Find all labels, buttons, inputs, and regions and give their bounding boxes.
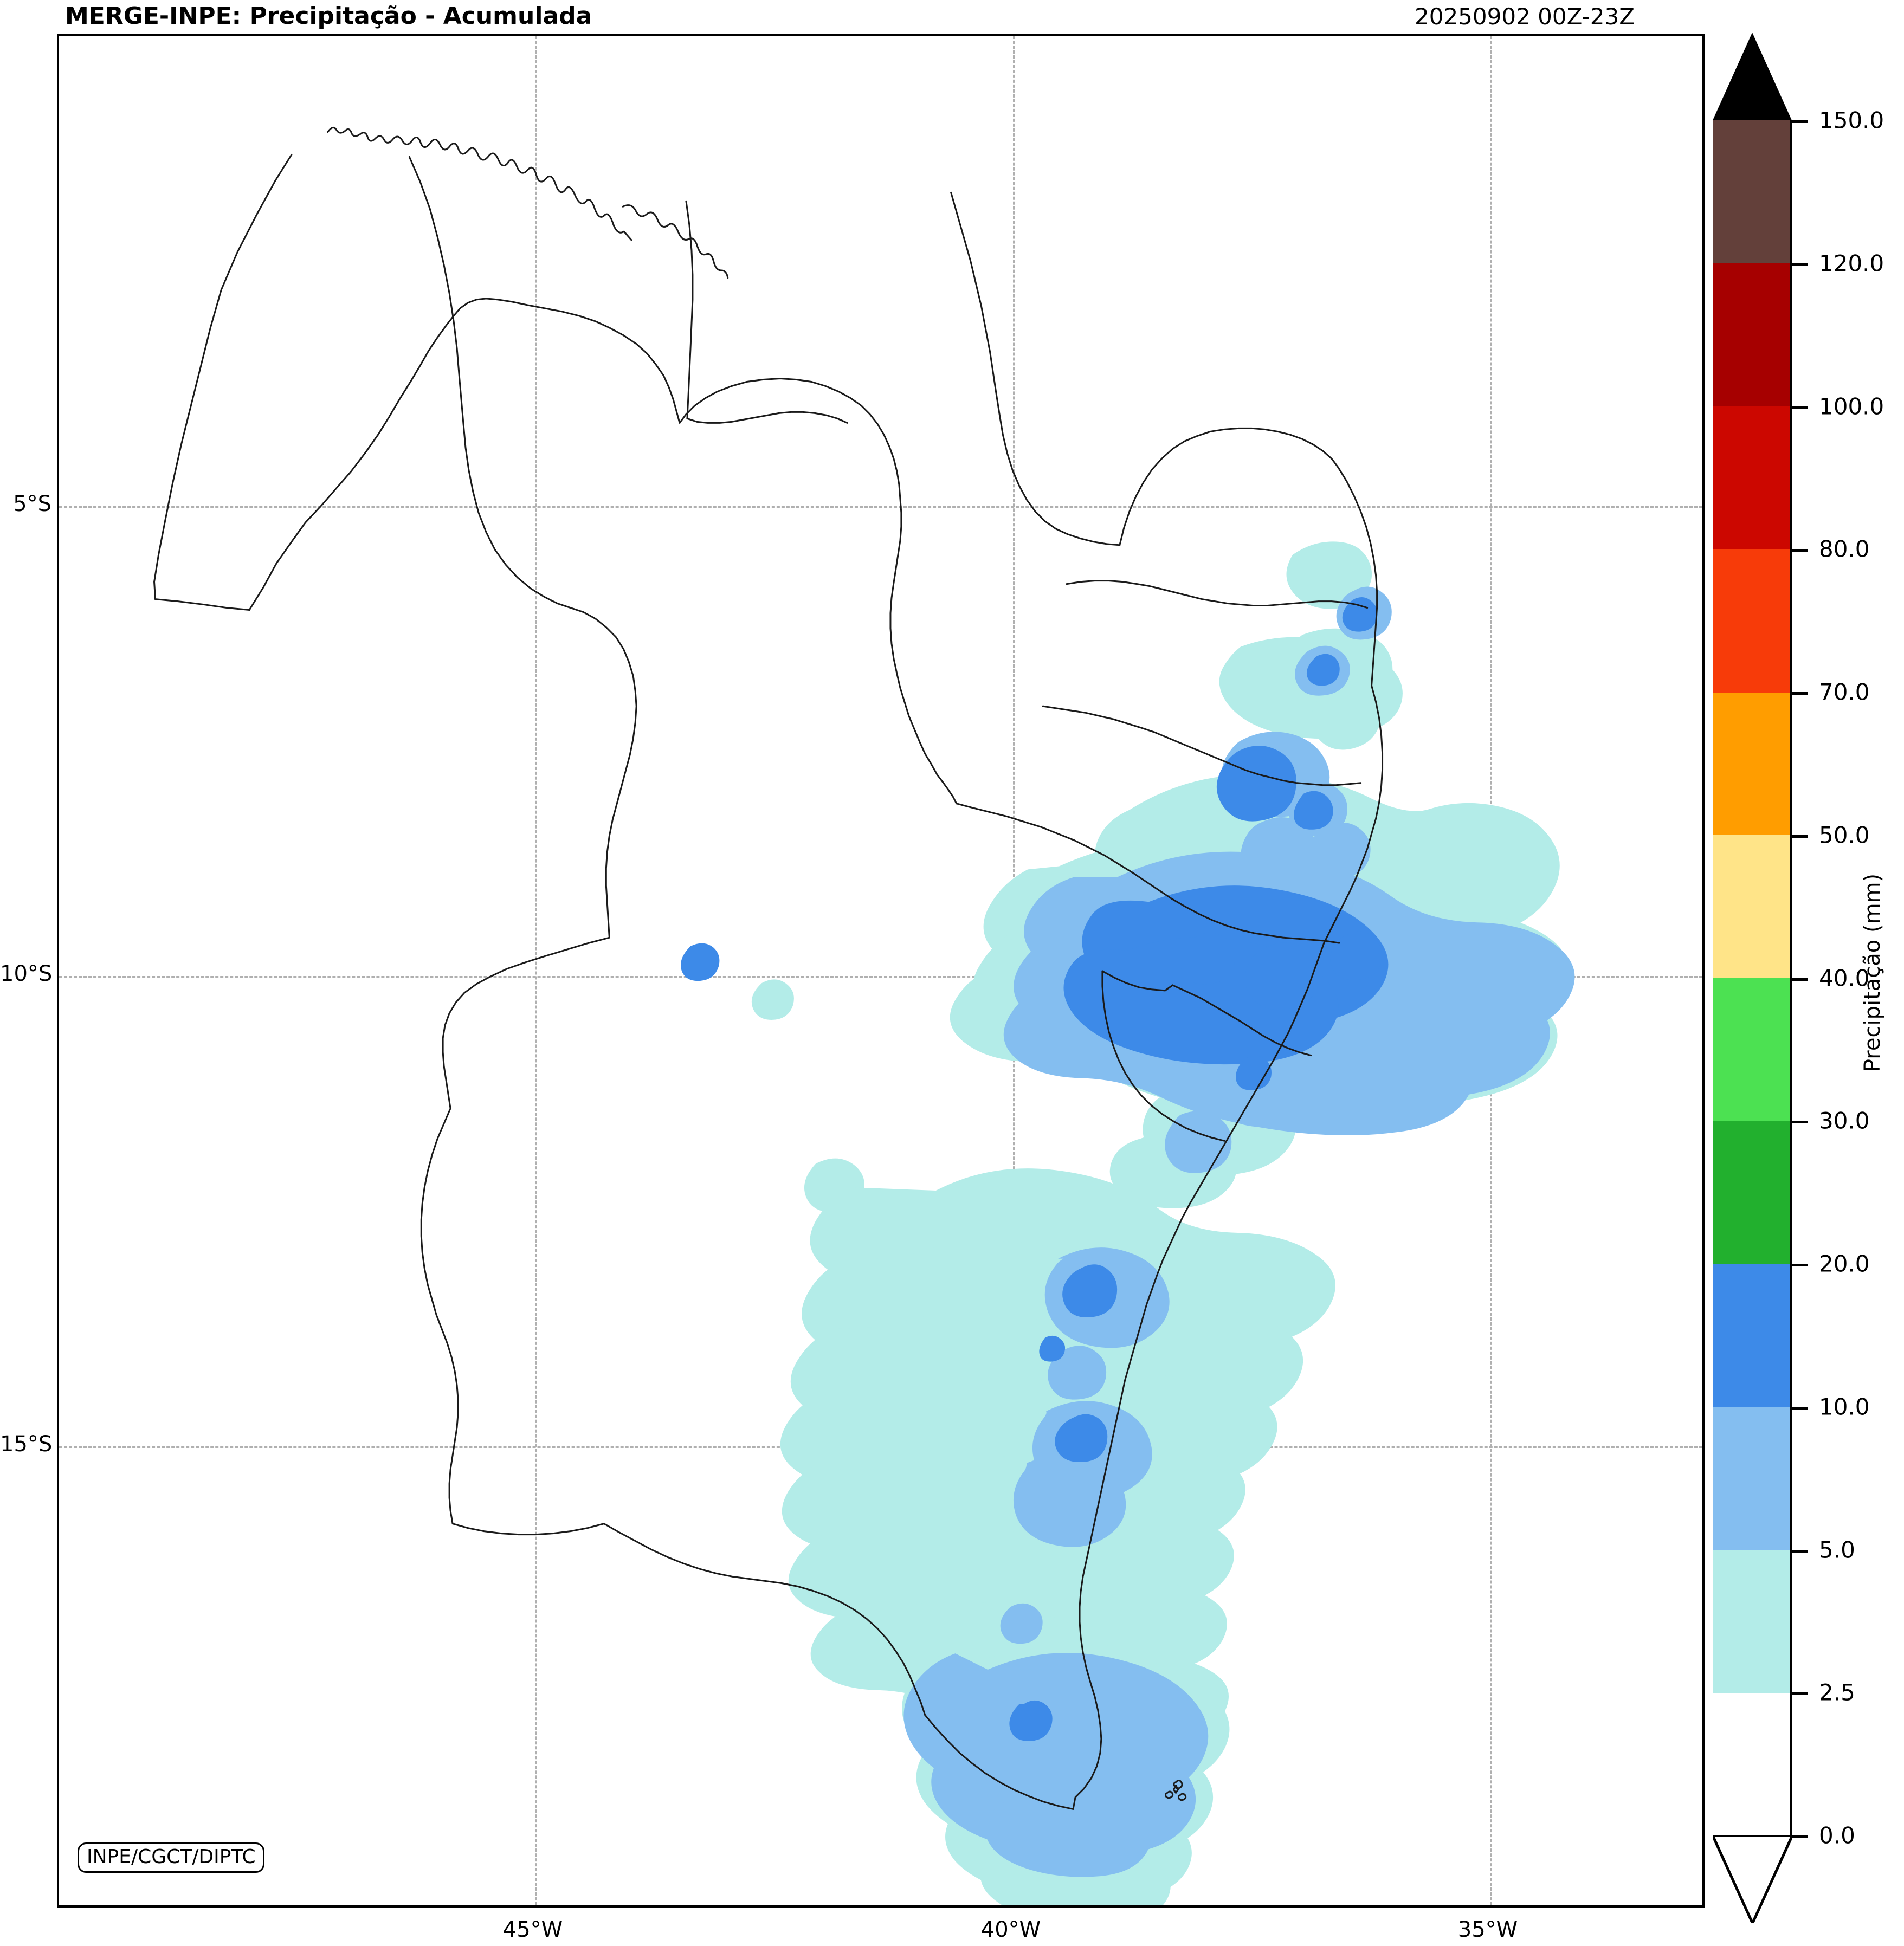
- colorbar-tick-label: 120.0: [1819, 250, 1884, 277]
- datetime-label: 20250902 00Z-23Z: [1415, 3, 1635, 30]
- ytick-label-5s: 5°S: [13, 492, 51, 516]
- colorbar-tick-mark: [1792, 263, 1808, 266]
- colorbar-tick-label: 100.0: [1819, 393, 1884, 419]
- colorbar-tick-mark: [1792, 1549, 1808, 1553]
- state-boundaries: [153, 126, 1384, 1810]
- colorbar-tick-label: 20.0: [1819, 1250, 1870, 1277]
- colorbar-under-arrow: [1713, 1835, 1792, 1923]
- precip-contour-fills: [680, 541, 1575, 1905]
- colorbar-tick-label: 80.0: [1819, 535, 1870, 563]
- colorbar-band-10: [1713, 263, 1792, 406]
- colorbar-axis-label: Precipitação (mm): [1860, 873, 1885, 1072]
- map-plot-area: [59, 36, 1702, 1905]
- colorbar-band-4: [1713, 1121, 1792, 1264]
- colorbar-tick-mark: [1792, 1406, 1808, 1410]
- gridline-lon-45w: [535, 36, 537, 1905]
- colorbar-band-2: [1713, 1406, 1792, 1550]
- colorbar-tick-label: 5.0: [1819, 1536, 1855, 1563]
- map-axes[interactable]: [57, 34, 1705, 1908]
- colorbar-tick-label: 40.0: [1819, 965, 1870, 991]
- colorbar-tick-label: 70.0: [1819, 678, 1870, 706]
- colorbar-band-1: [1713, 1549, 1792, 1693]
- colorbar[interactable]: 0.0 2.5 5.0 10.0 20.0 30.0 40.0 50.0 70.0 80.0 100…: [1713, 33, 1884, 1923]
- colorbar-tick-mark: [1792, 120, 1808, 123]
- xtick-label-40w: 40°W: [980, 1917, 1041, 1942]
- xtick-label-45w: 45°W: [502, 1917, 563, 1942]
- colorbar-over-arrow: [1713, 33, 1792, 120]
- colorbar-tick-mark: [1792, 549, 1808, 552]
- colorbar-band-9: [1713, 406, 1792, 549]
- colorbar-band-6: [1713, 835, 1792, 978]
- ytick-label-10s: 10°S: [0, 961, 53, 986]
- ytick-label-15s: 15°S: [0, 1432, 53, 1457]
- colorbar-tick-label: 2.5: [1819, 1679, 1855, 1706]
- colorbar-tick-mark: [1792, 978, 1808, 981]
- colorbar-band-8: [1713, 549, 1792, 693]
- colorbar-outline: [1713, 120, 1792, 1835]
- colorbar-tick-label: 30.0: [1819, 1107, 1870, 1134]
- colorbar-tick-mark: [1792, 406, 1808, 409]
- colorbar-tick-label: 150.0: [1819, 107, 1884, 134]
- colorbar-tick-mark: [1792, 692, 1808, 695]
- colorbar-tick-label: 0.0: [1819, 1822, 1855, 1849]
- gridline-lat-5s: [59, 506, 1702, 508]
- page-title: MERGE-INPE: Precipitação - Acumulada: [65, 2, 592, 30]
- xtick-label-35w: 35°W: [1457, 1917, 1518, 1942]
- colorbar-segments: [1713, 120, 1792, 1836]
- credit-box: INPE/CGCT/DIPTC: [78, 1842, 265, 1873]
- colorbar-band-11: [1713, 120, 1792, 264]
- colorbar-band-0: [1713, 1692, 1792, 1836]
- colorbar-band-3: [1713, 1264, 1792, 1407]
- colorbar-tick-label: 10.0: [1819, 1393, 1870, 1420]
- colorbar-tick-mark: [1792, 1692, 1808, 1696]
- colorbar-band-5: [1713, 978, 1792, 1121]
- colorbar-band-7: [1713, 692, 1792, 836]
- colorbar-tick-mark: [1792, 835, 1808, 838]
- colorbar-tick-label: 50.0: [1819, 822, 1870, 849]
- colorbar-tick-mark: [1792, 1121, 1808, 1124]
- colorbar-tick-mark: [1792, 1264, 1808, 1266]
- gridline-lat-10s: [59, 976, 1702, 978]
- colorbar-tick-mark: [1792, 1835, 1808, 1838]
- map-graphics: [153, 126, 1575, 1905]
